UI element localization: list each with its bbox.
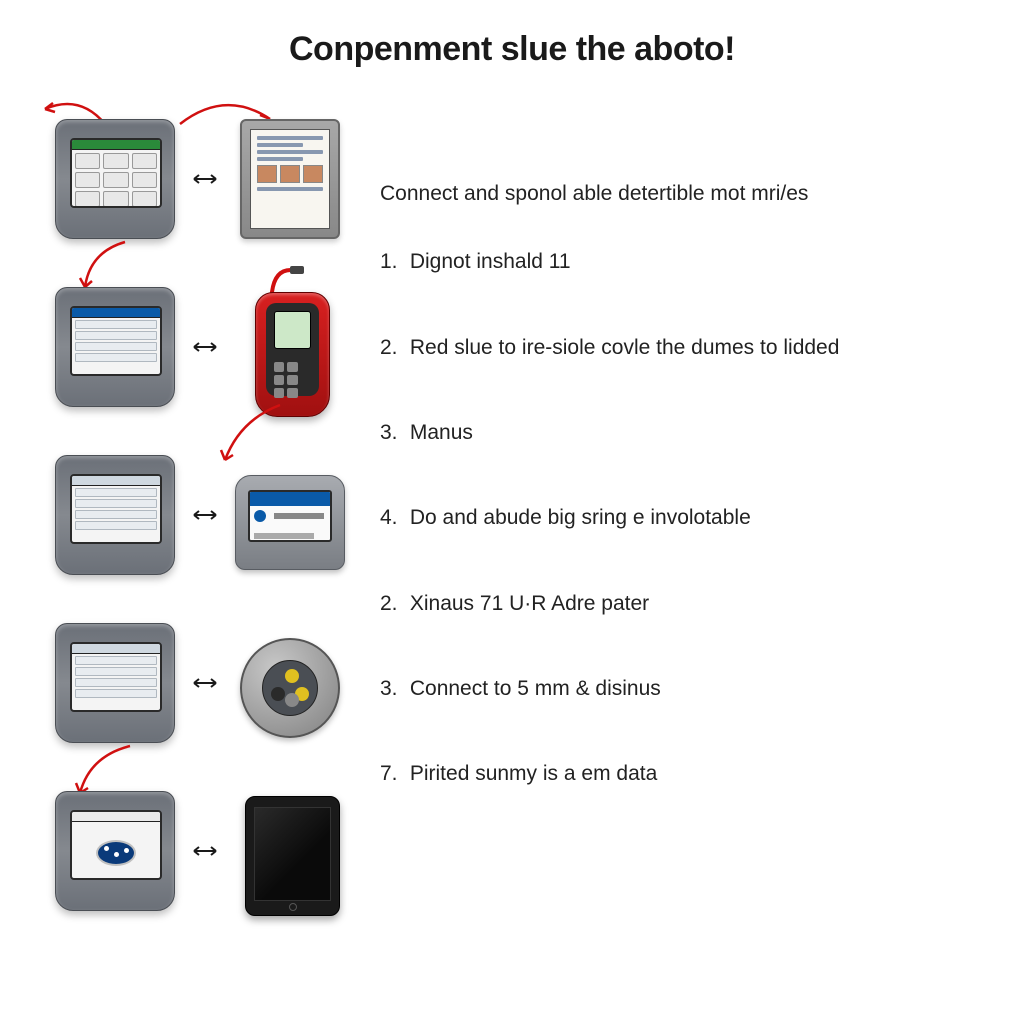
step-number: 2. <box>380 334 404 361</box>
diagram-row-1 <box>50 99 350 259</box>
step-label: Connect to 5 mm & disinus <box>410 677 661 700</box>
step-line: 1. Dignot inshald 11 <box>380 248 974 275</box>
step-number: 3. <box>380 419 404 446</box>
step-number: 4. <box>380 504 404 531</box>
text-column: Connect and sponol able detertible mot m… <box>380 99 974 931</box>
step-line: 7. Pirited sunmy is a em data <box>380 760 974 787</box>
step-line: 3. Manus <box>380 419 974 446</box>
diagram-column <box>50 99 350 931</box>
scanner-cable-icon <box>270 264 310 294</box>
step-line: 3. Connect to 5 mm & disinus <box>380 675 974 702</box>
diagnostic-device-icon <box>50 114 180 244</box>
double-arrow-connector-icon <box>190 842 220 860</box>
double-arrow-connector-icon <box>190 506 220 524</box>
step-label: Manus <box>410 421 473 444</box>
step-number: 2. <box>380 590 404 617</box>
step-label: Pirited sunmy is a em data <box>410 762 657 785</box>
main-content: Connect and sponol able detertible mot m… <box>50 99 974 931</box>
document-reader-icon <box>230 114 350 244</box>
round-sensor-icon <box>230 618 350 748</box>
page-title: Conpenment slue the aboto! <box>50 30 974 69</box>
diagnostic-device-icon <box>50 786 180 916</box>
small-device-icon <box>230 450 350 580</box>
step-line: 2. Xinaus 71 U·R Adre pater <box>380 590 974 617</box>
brand-logo-icon <box>96 840 136 866</box>
red-scanner-icon <box>230 282 350 412</box>
step-label: Red slue to ire-siole covle the dumes to… <box>410 336 840 359</box>
double-arrow-connector-icon <box>190 170 220 188</box>
step-line: 2. Red slue to ire-siole covle the dumes… <box>380 334 974 361</box>
diagnostic-device-icon <box>50 450 180 580</box>
step-label: Dignot inshald 11 <box>410 250 571 273</box>
diagram-row-3 <box>50 435 350 595</box>
diagram-row-4 <box>50 603 350 763</box>
double-arrow-connector-icon <box>190 674 220 692</box>
diagram-row-2 <box>50 267 350 427</box>
step-label: Do and abude big sring e involotable <box>410 506 751 529</box>
step-number: 3. <box>380 675 404 702</box>
tablet-icon <box>230 786 350 916</box>
step-number: 7. <box>380 760 404 787</box>
diagnostic-device-icon <box>50 618 180 748</box>
diagram-row-5 <box>50 771 350 931</box>
diagnostic-device-icon <box>50 282 180 412</box>
step-line: 4. Do and abude big sring e involotable <box>380 504 974 531</box>
step-label: Xinaus 71 U·R Adre pater <box>410 592 649 615</box>
double-arrow-connector-icon <box>190 338 220 356</box>
intro-text: Connect and sponol able detertible mot m… <box>380 179 974 208</box>
step-number: 1. <box>380 248 404 275</box>
